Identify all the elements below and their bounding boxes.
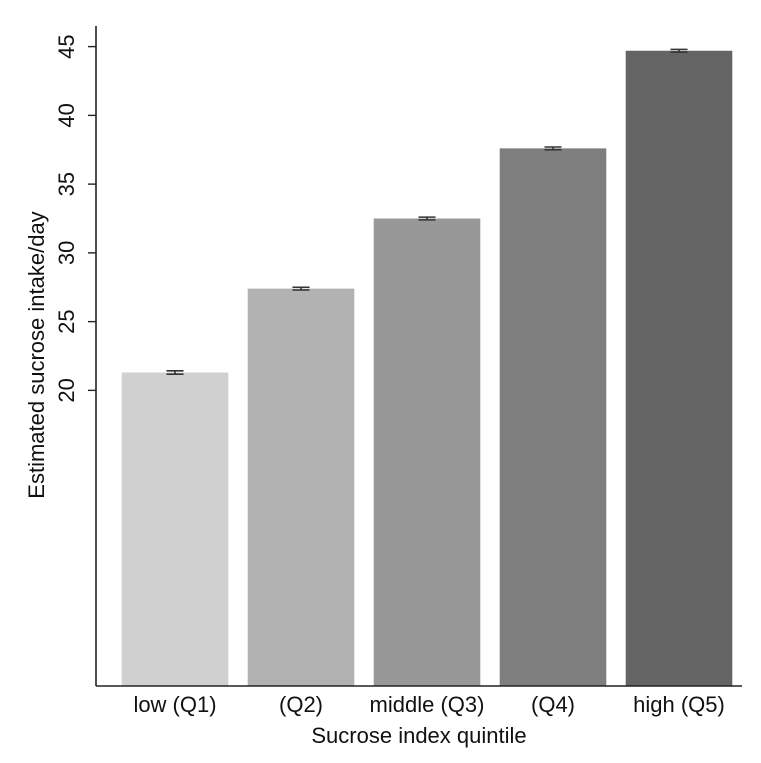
y-tick-label-30: 30 — [54, 241, 79, 265]
y-tick-label-35: 35 — [54, 172, 79, 196]
x-tick-label-3: middle (Q3) — [370, 692, 485, 717]
y-tick-label-45: 45 — [54, 34, 79, 58]
y-axis-ticks: 20 25 30 35 40 45 — [54, 34, 96, 403]
bar-4 — [499, 148, 607, 686]
error-bars-group — [166, 48, 688, 375]
x-axis-title: Sucrose index quintile — [311, 723, 526, 748]
y-tick-label-25: 25 — [54, 309, 79, 333]
x-tick-label-1: low (Q1) — [133, 692, 216, 717]
y-axis-title: Estimated sucrose intake/day — [24, 211, 49, 498]
bar-3 — [373, 218, 481, 686]
y-tick-label-40: 40 — [54, 103, 79, 127]
bar-1 — [121, 372, 229, 686]
x-axis-tick-labels: low (Q1) (Q2) middle (Q3) (Q4) high (Q5) — [133, 692, 724, 717]
x-tick-label-2: (Q2) — [279, 692, 323, 717]
bar-2 — [247, 288, 355, 686]
y-tick-label-20: 20 — [54, 378, 79, 402]
bars-group — [121, 50, 733, 686]
x-tick-label-4: (Q4) — [531, 692, 575, 717]
x-tick-label-5: high (Q5) — [633, 692, 725, 717]
bar-5 — [625, 50, 733, 686]
